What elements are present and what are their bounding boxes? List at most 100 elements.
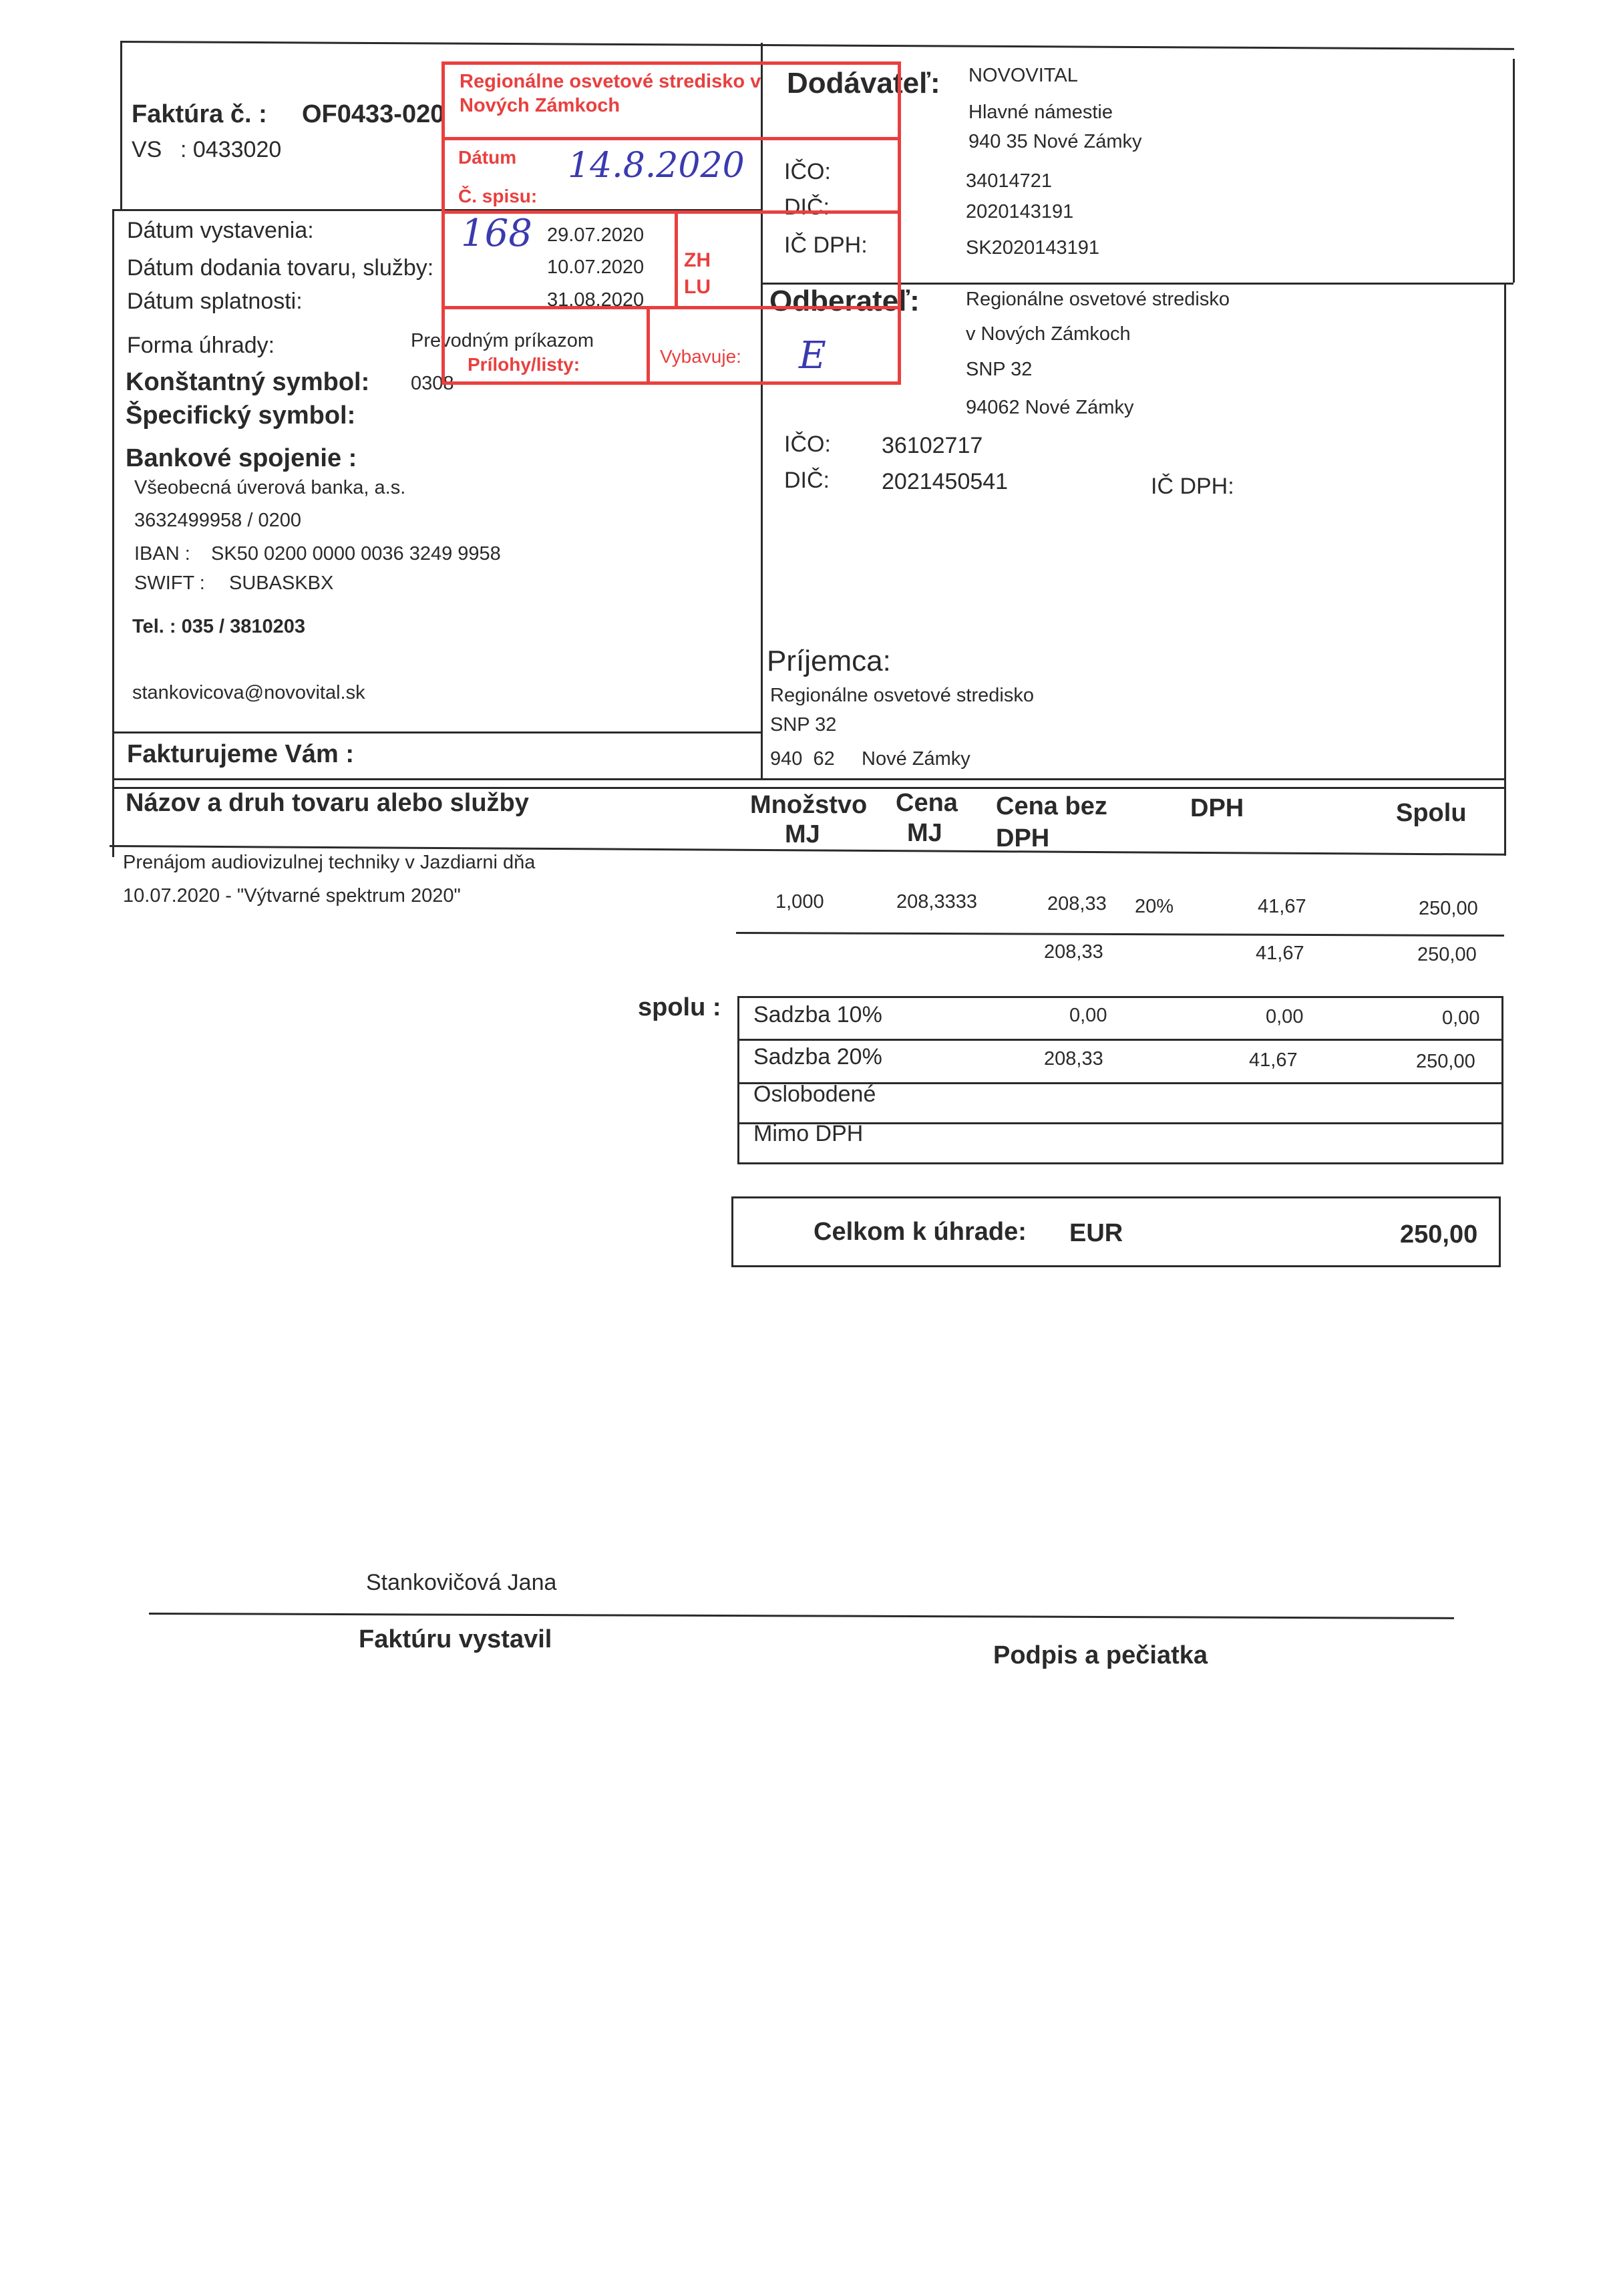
constant-symbol-label: Konštantný symbol: — [126, 368, 370, 396]
customer-ico-label: IČO: — [784, 432, 831, 457]
iban-label: IBAN : — [134, 543, 190, 564]
col-qty-header: Množstvo — [750, 791, 868, 819]
recipient-street: SNP 32 — [770, 714, 837, 735]
stamp-lu: LU — [684, 276, 711, 298]
customer-dic: 2021450541 — [882, 469, 1009, 494]
bank-name: Všeobecná úverová banka, a.s. — [134, 477, 406, 498]
customer-city: 94062 Nové Zámky — [966, 397, 1134, 418]
issuer-name: Stankovičová Jana — [366, 1570, 557, 1595]
col-net-header-2: DPH — [996, 824, 1050, 852]
divider — [120, 41, 122, 211]
col-price-header: Cena — [896, 789, 958, 817]
vs-value: : 0433020 — [180, 137, 282, 162]
summary-row-label: Mimo DPH — [753, 1121, 864, 1146]
invoice-number: OF0433-020 — [302, 100, 445, 128]
payment-form-label: Forma úhrady: — [127, 333, 275, 358]
summary-total: 0,00 — [1442, 1007, 1480, 1029]
divider — [112, 731, 761, 733]
stamp-title: Regionálne osvetové stredisko v Nových Z… — [460, 71, 761, 117]
item-vat: 41,67 — [1258, 896, 1306, 917]
divider — [761, 283, 1513, 285]
customer-icdph-label: IČ DPH: — [1151, 474, 1234, 499]
signature-label: Podpis a pečiatka — [993, 1641, 1208, 1669]
stamp-zh: ZH — [684, 249, 711, 271]
summary-row-label: Sadzba 20% — [753, 1044, 882, 1070]
col-net-header: Cena bez — [996, 792, 1107, 820]
bank-account: 3632499958 / 0200 — [134, 510, 301, 531]
customer-name-2: v Nových Zámkoch — [966, 323, 1131, 345]
summary-row-label: Oslobodené — [753, 1082, 876, 1107]
divider — [737, 1039, 1503, 1041]
stamp-handler-handwritten: E — [799, 334, 826, 377]
grand-total-amount: 250,00 — [1400, 1220, 1478, 1249]
swift: SUBASKBX — [229, 572, 334, 594]
item-net: 208,33 — [1047, 893, 1107, 915]
subtotal-vat: 41,67 — [1256, 943, 1304, 964]
grand-total-label: Celkom k úhrade: — [814, 1218, 1027, 1246]
col-name-header: Názov a druh tovaru alebo služby — [126, 789, 529, 817]
due-date-label: Dátum splatnosti: — [127, 289, 303, 314]
issue-date-label: Dátum vystavenia: — [127, 218, 314, 243]
divider — [735, 932, 1504, 937]
stamp-handler-label: Vybavuje: — [660, 346, 741, 367]
billing-label: Fakturujeme Vám : — [127, 740, 354, 768]
stamp-divider — [675, 212, 678, 307]
item-qty: 1,000 — [775, 891, 824, 913]
recipient-city: 940 62 Nové Zámky — [770, 748, 970, 770]
delivery-date: 10.07.2020 — [547, 257, 645, 278]
subtotal-net: 208,33 — [1044, 941, 1103, 963]
customer-name: Regionálne osvetové stredisko — [966, 289, 1230, 310]
item-description-2: 10.07.2020 - "Výtvarné spektrum 2020" — [123, 885, 461, 907]
stamp-date-label: Dátum — [458, 147, 517, 168]
stamp-registry-label: Č. spisu: — [458, 186, 538, 206]
email: stankovicova@novovital.sk — [132, 682, 365, 703]
divider — [1513, 59, 1515, 283]
delivery-date-label: Dátum dodania tovaru, služby: — [127, 255, 434, 281]
vat-summary-table — [737, 996, 1503, 1164]
supplier-dic: 2020143191 — [966, 201, 1074, 222]
summary-total: 250,00 — [1416, 1051, 1475, 1072]
summary-vat: 0,00 — [1266, 1006, 1304, 1027]
grand-total-currency: EUR — [1069, 1219, 1123, 1247]
divider — [761, 43, 763, 780]
stamp-divider — [441, 137, 901, 140]
payment-form: Prevodným príkazom — [411, 330, 594, 351]
customer-street: SNP 32 — [966, 359, 1033, 380]
divider — [120, 41, 1514, 50]
item-unit-price: 208,3333 — [896, 891, 977, 913]
customer-dic-label: DIČ: — [784, 468, 830, 493]
divider — [112, 209, 114, 857]
item-total: 250,00 — [1419, 898, 1478, 919]
supplier-label: Dodávateľ: — [787, 67, 940, 100]
col-total-header: Spolu — [1396, 799, 1467, 827]
specific-symbol-label: Špecifický symbol: — [126, 401, 356, 430]
summary-net: 208,33 — [1044, 1048, 1103, 1070]
divider — [737, 1122, 1503, 1124]
issuer-label: Faktúru vystavil — [359, 1625, 552, 1653]
issue-date: 29.07.2020 — [547, 224, 645, 246]
recipient-label: Príjemca: — [767, 645, 891, 677]
col-price-header-2: MJ — [907, 819, 942, 847]
signature-line — [148, 1613, 1454, 1619]
item-description: Prenájom audiovizulnej techniky v Jazdia… — [123, 852, 536, 873]
divider — [114, 209, 761, 211]
stamp-attachments-label: Prílohy/listy: — [468, 354, 580, 375]
stamp-divider — [441, 306, 901, 309]
divider — [737, 1082, 1503, 1084]
supplier-city: 940 35 Nové Zámky — [968, 131, 1142, 152]
summary-row-label: Sadzba 10% — [753, 1002, 882, 1027]
stamp-divider — [441, 210, 901, 214]
phone: Tel. : 035 / 3810203 — [132, 616, 306, 637]
summary-net: 0,00 — [1069, 1005, 1107, 1026]
divider — [112, 778, 1505, 780]
item-vat-rate: 20% — [1135, 896, 1174, 917]
summary-vat: 41,67 — [1249, 1049, 1298, 1071]
supplier-name: NOVOVITAL — [968, 65, 1078, 86]
stamp-registry-handwritten: 168 — [461, 212, 532, 255]
recipient-name: Regionálne osvetové stredisko — [770, 685, 1034, 706]
subtotal-total: 250,00 — [1417, 944, 1477, 965]
supplier-ico: 34014721 — [966, 170, 1053, 192]
supplier-street: Hlavné námestie — [968, 102, 1113, 123]
col-vat-header: DPH — [1190, 794, 1244, 822]
customer-label: Odberateľ: — [769, 285, 920, 317]
